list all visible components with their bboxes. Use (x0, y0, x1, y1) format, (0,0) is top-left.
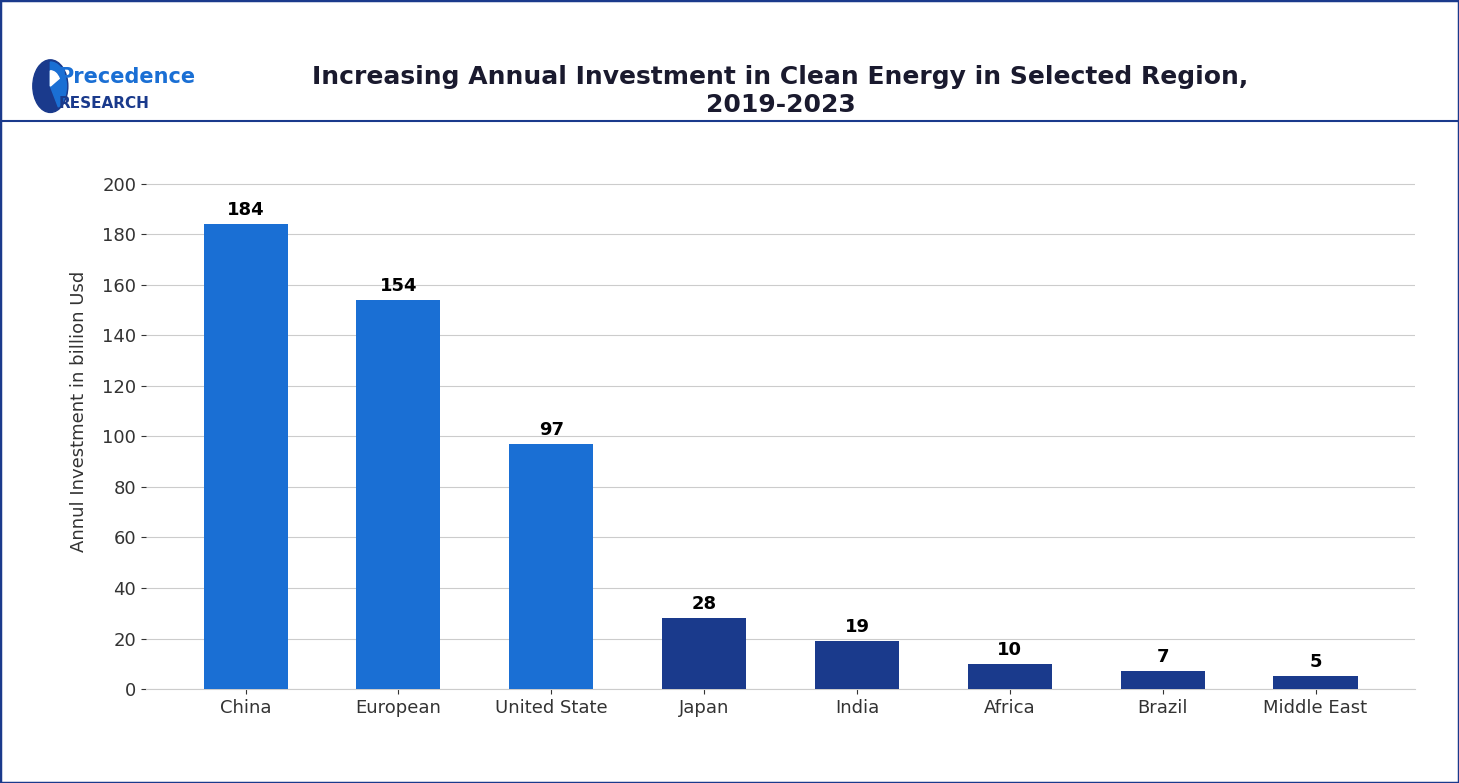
Circle shape (34, 60, 67, 113)
Text: Precedence: Precedence (58, 67, 196, 87)
Text: 28: 28 (692, 595, 716, 613)
Text: 97: 97 (538, 421, 563, 438)
Text: 19: 19 (845, 618, 870, 636)
Bar (967, 664, 1052, 689)
Text: 10: 10 (998, 640, 1023, 659)
Bar (662, 619, 746, 689)
Bar (356, 300, 441, 689)
Title: Increasing Annual Investment in Clean Energy in Selected Region,
2019-2023: Increasing Annual Investment in Clean En… (312, 66, 1249, 117)
Text: 154: 154 (379, 277, 417, 295)
Y-axis label: Annul Investment in billion Usd: Annul Investment in billion Usd (70, 270, 88, 552)
Bar (1121, 671, 1205, 689)
Bar (204, 224, 287, 689)
Text: 5: 5 (1309, 653, 1322, 671)
Text: 184: 184 (226, 201, 264, 219)
Bar (509, 444, 594, 689)
Text: 7: 7 (1157, 648, 1169, 666)
Wedge shape (50, 70, 60, 86)
Wedge shape (50, 62, 66, 107)
Text: RESEARCH: RESEARCH (58, 96, 149, 110)
Bar (816, 641, 899, 689)
Bar (1274, 677, 1357, 689)
